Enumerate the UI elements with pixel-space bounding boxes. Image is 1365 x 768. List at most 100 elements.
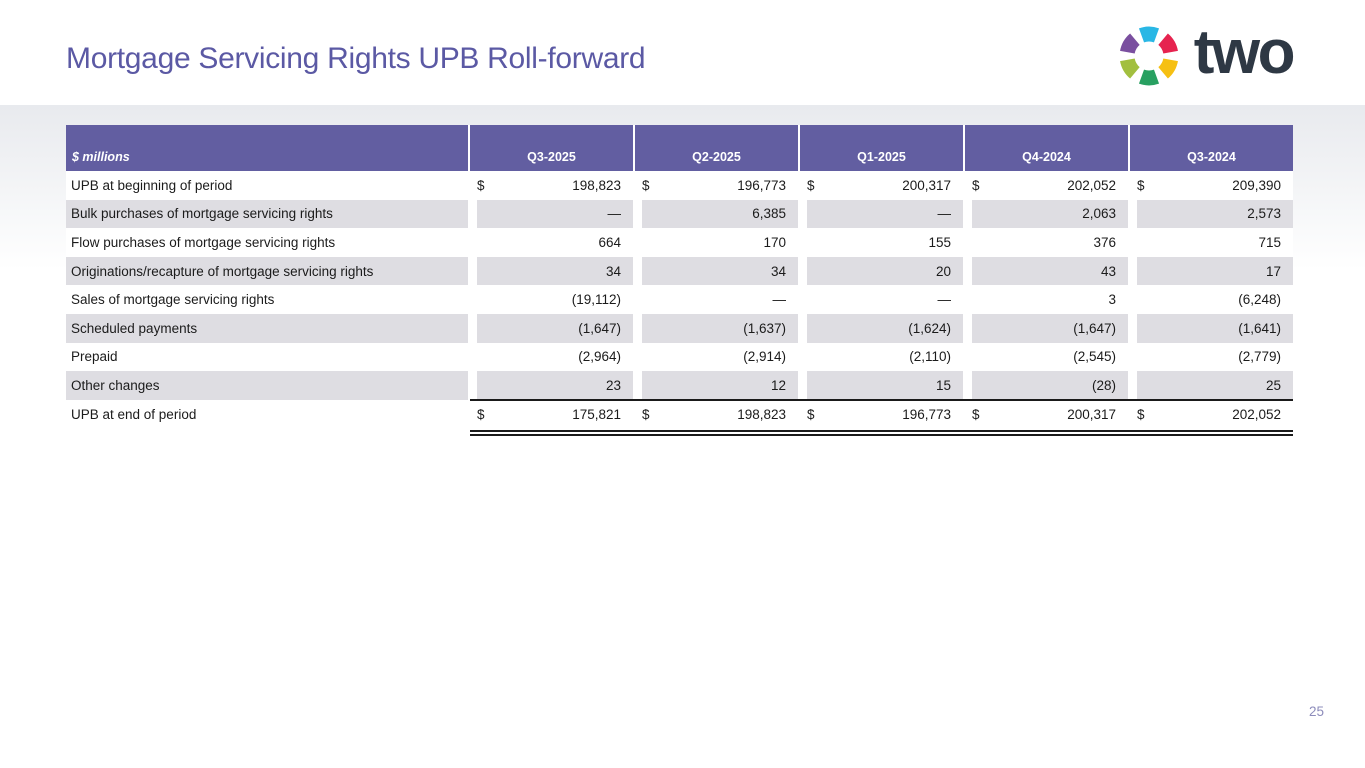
value-cell: 664 — [468, 228, 633, 257]
unit-header-cell: $ millions — [66, 125, 468, 171]
row-label: Sales of mortgage servicing rights — [66, 285, 468, 314]
cell-number: 3 — [1108, 292, 1116, 308]
cell-number: 200,317 — [902, 177, 951, 193]
cell-number: 25 — [1265, 377, 1281, 393]
page-title: Mortgage Servicing Rights UPB Roll-forwa… — [66, 42, 646, 75]
cell-number: 6,385 — [752, 206, 786, 222]
msr-upb-rollforward-table: $ millions Q3-2025 Q2-2025 Q1-2025 Q4-2024 Q… — [66, 125, 1293, 436]
dollar-sign: $ — [477, 177, 485, 193]
cell-number: 196,773 — [902, 407, 951, 423]
value-cell: 3 — [963, 285, 1128, 314]
value-cell: $198,823 — [468, 171, 633, 200]
dollar-sign: $ — [972, 177, 980, 193]
cell-number: 155 — [928, 234, 951, 250]
value-cell: $200,317 — [963, 399, 1128, 430]
cell-number: 23 — [605, 377, 621, 393]
value-cell: 12 — [633, 371, 798, 400]
value-cell: $196,773 — [798, 399, 963, 430]
company-logo: two — [1115, 18, 1296, 90]
value-cell: 155 — [798, 228, 963, 257]
row-label: UPB at end of period — [66, 399, 468, 430]
cell-number: 202,052 — [1232, 407, 1281, 423]
value-cell: $200,317 — [798, 171, 963, 200]
value-cell: (6,248) — [1128, 285, 1293, 314]
dollar-sign: $ — [807, 177, 815, 193]
cell-number: 12 — [770, 377, 786, 393]
cell-number: (1,647) — [1073, 320, 1116, 336]
cell-number: 715 — [1258, 234, 1281, 250]
value-cell: 23 — [468, 371, 633, 400]
value-cell: (1,641) — [1128, 313, 1293, 343]
value-cell: $202,052 — [963, 171, 1128, 200]
column-header: Q1-2025 — [798, 125, 963, 171]
column-header: Q2-2025 — [633, 125, 798, 171]
dollar-sign: $ — [1137, 177, 1145, 193]
cell-number: 43 — [1100, 263, 1116, 279]
cell-number: (6,248) — [1238, 292, 1281, 308]
value-cell: — — [468, 199, 633, 229]
cell-number: (19,112) — [571, 292, 621, 308]
table-grid: $ millions Q3-2025 Q2-2025 Q1-2025 Q4-2024 Q… — [66, 125, 1293, 430]
row-label: Prepaid — [66, 342, 468, 372]
value-cell: — — [633, 285, 798, 314]
value-cell: 34 — [633, 256, 798, 286]
value-cell: $202,052 — [1128, 399, 1293, 430]
cell-number: 15 — [935, 377, 951, 393]
cell-number: (1,637) — [743, 320, 786, 336]
cell-number: — — [772, 292, 787, 308]
column-header: Q3-2025 — [468, 125, 633, 171]
cell-number: 17 — [1265, 263, 1281, 279]
dollar-sign: $ — [477, 407, 485, 423]
column-header: Q3-2024 — [1128, 125, 1293, 171]
value-cell: (2,914) — [633, 342, 798, 372]
value-cell: (2,545) — [963, 342, 1128, 372]
cell-number: 202,052 — [1067, 177, 1116, 193]
cell-number: (28) — [1091, 377, 1116, 393]
value-cell: 715 — [1128, 228, 1293, 257]
row-label: Other changes — [66, 371, 468, 400]
total-row-double-rule-2 — [470, 434, 1293, 436]
cell-number: — — [937, 206, 952, 222]
value-cell: (1,624) — [798, 313, 963, 343]
cell-number: (2,964) — [578, 349, 621, 365]
column-header: Q4-2024 — [963, 125, 1128, 171]
value-cell: 376 — [963, 228, 1128, 257]
cell-number: 170 — [763, 234, 786, 250]
cell-number: 376 — [1093, 234, 1116, 250]
cell-number: 34 — [770, 263, 786, 279]
row-label: UPB at beginning of period — [66, 171, 468, 200]
dollar-sign: $ — [642, 177, 650, 193]
value-cell: 34 — [468, 256, 633, 286]
total-row-double-rule-1 — [470, 430, 1293, 432]
value-cell: $209,390 — [1128, 171, 1293, 200]
value-cell: (19,112) — [468, 285, 633, 314]
cell-number: 2,063 — [1082, 206, 1116, 222]
value-cell: $196,773 — [633, 171, 798, 200]
cell-number: 200,317 — [1067, 407, 1116, 423]
logo-wordmark: two — [1193, 18, 1296, 87]
cell-number: (2,545) — [1073, 349, 1116, 365]
row-label: Originations/recapture of mortgage servi… — [66, 256, 468, 286]
logo-pinwheel-icon — [1119, 26, 1179, 86]
value-cell: (2,779) — [1128, 342, 1293, 372]
cell-number: — — [937, 292, 952, 308]
value-cell: $175,821 — [468, 399, 633, 430]
value-cell: (1,647) — [963, 313, 1128, 343]
cell-number: 198,823 — [572, 177, 621, 193]
value-cell: (2,964) — [468, 342, 633, 372]
dollar-sign: $ — [807, 407, 815, 423]
value-cell: (28) — [963, 371, 1128, 400]
value-cell: 15 — [798, 371, 963, 400]
value-cell: 43 — [963, 256, 1128, 286]
value-cell: 2,573 — [1128, 199, 1293, 229]
cell-number: (1,641) — [1238, 320, 1281, 336]
dollar-sign: $ — [972, 407, 980, 423]
cell-number: 2,573 — [1247, 206, 1281, 222]
cell-number: (2,914) — [743, 349, 786, 365]
row-label: Bulk purchases of mortgage servicing rig… — [66, 199, 468, 229]
cell-number: (2,779) — [1238, 349, 1281, 365]
value-cell: — — [798, 285, 963, 314]
dollar-sign: $ — [1137, 407, 1145, 423]
row-label: Scheduled payments — [66, 313, 468, 343]
